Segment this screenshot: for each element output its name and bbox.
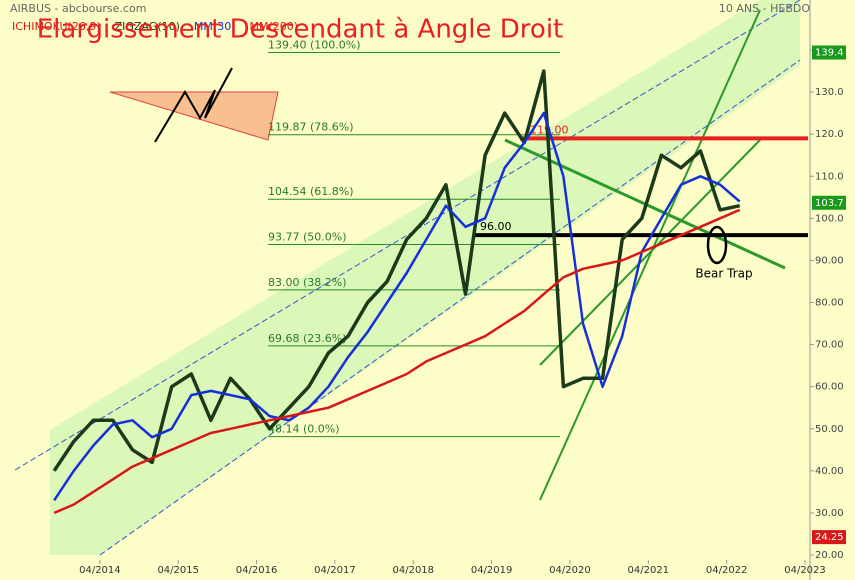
x-tick-label: 04/2016 bbox=[236, 565, 278, 576]
x-tick-label: 04/2020 bbox=[549, 565, 591, 576]
annotation: Bear Trap bbox=[695, 267, 752, 281]
pattern-icon bbox=[154, 67, 233, 143]
x-tick-label: 04/2023 bbox=[784, 565, 826, 576]
x-tick-label: 04/2022 bbox=[706, 565, 748, 576]
pattern-icon bbox=[109, 91, 279, 141]
y-tick-label: 90.00 bbox=[815, 255, 844, 266]
series-line bbox=[53, 111, 741, 501]
price-badge bbox=[812, 530, 846, 545]
bear-trap-circle bbox=[706, 225, 728, 265]
source: AIRBUS - abcbourse.com bbox=[10, 2, 146, 15]
fib-label: 104.54 (61.8%) bbox=[268, 185, 354, 198]
y-tick-label: 130.0 bbox=[815, 87, 844, 98]
legend-entry: ICHIMOKU(26,9) bbox=[12, 20, 101, 33]
fib-label: 139.40 (100.0%) bbox=[268, 39, 361, 52]
y-tick-label: 30.00 bbox=[815, 508, 844, 519]
y-tick-label: 40.00 bbox=[815, 466, 844, 477]
legend-entry: MM(30) bbox=[194, 20, 236, 33]
price-badge bbox=[812, 195, 846, 210]
y-tick-label: 60.00 bbox=[815, 382, 844, 393]
x-tick-label: 04/2018 bbox=[392, 565, 434, 576]
fib-label: 69.68 (23.6%) bbox=[268, 332, 347, 345]
y-tick-label: 20.00 bbox=[815, 550, 844, 561]
x-tick-label: 04/2019 bbox=[471, 565, 513, 576]
period: 10 ANS - HEBDO bbox=[719, 2, 810, 15]
legend-entry: MM(200) bbox=[249, 20, 298, 33]
series-line bbox=[52, 69, 741, 472]
trend-line bbox=[539, 9, 761, 501]
legend: ICHIMOKU(26,9) ZIGZAG(10) MM(30) MM(200) bbox=[12, 20, 298, 33]
y-tick-label: 120.0 bbox=[815, 129, 844, 140]
x-tick-label: 04/2017 bbox=[314, 565, 356, 576]
badge-label: 24.25 bbox=[815, 532, 844, 543]
badge-label: 139.4 bbox=[815, 48, 844, 59]
x-tick-label: 04/2015 bbox=[157, 565, 199, 576]
fib-label: 119.87 (78.6%) bbox=[268, 121, 354, 134]
series-line bbox=[53, 208, 741, 515]
y-tick-label: 110.0 bbox=[815, 171, 844, 182]
y-tick-label: 70.00 bbox=[815, 340, 844, 351]
fib-label: 48.14 (0.0%) bbox=[268, 423, 340, 436]
fib-label: 93.77 (50.0%) bbox=[268, 231, 347, 244]
x-tick-label: 04/2021 bbox=[628, 565, 670, 576]
trend-line bbox=[539, 139, 761, 366]
badge-label: 103.7 bbox=[815, 198, 844, 209]
legend-entry: ZIGZAG(10) bbox=[115, 20, 180, 33]
x-tick-label: 04/2014 bbox=[79, 565, 121, 576]
y-tick-label: 100.0 bbox=[815, 213, 844, 224]
channel-line bbox=[99, 59, 801, 556]
y-tick-label: 80.00 bbox=[815, 298, 844, 309]
fib-label: 83.00 (38.2%) bbox=[268, 276, 347, 289]
price-badge bbox=[812, 45, 846, 60]
chart-title: Elargissement Descendant à Angle Droit bbox=[37, 15, 564, 45]
level-label: 96.00 bbox=[480, 220, 512, 233]
y-tick-label: 50.00 bbox=[815, 424, 844, 435]
